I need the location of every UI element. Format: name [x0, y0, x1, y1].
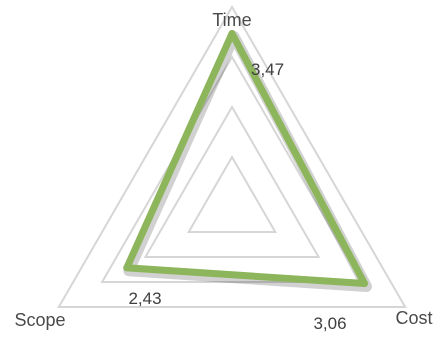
- series-1-line: [123, 30, 368, 287]
- data-point-time: [228, 30, 236, 37]
- radar-grid: [57, 4, 407, 308]
- axis-labels: Time Cost Scope: [14, 10, 432, 330]
- data-label-scope: 2,43: [128, 289, 161, 308]
- data-point-cost: [361, 280, 368, 287]
- data-label-cost: 3,06: [313, 314, 346, 333]
- data-labels: 3,47 3,06 2,43: [128, 60, 346, 333]
- series-layer: [123, 30, 372, 292]
- data-point-scope: [123, 264, 131, 272]
- grid-ring-2: [143, 104, 321, 258]
- axis-label-cost: Cost: [395, 308, 432, 328]
- series-1-shadow: [123, 31, 372, 292]
- axis-label-scope: Scope: [14, 310, 65, 330]
- grid-ring-4: [57, 4, 407, 308]
- grid-ring-3: [100, 54, 364, 283]
- axis-label-time: Time: [212, 10, 251, 30]
- grid-ring-1: [186, 154, 278, 233]
- data-label-time: 3,47: [251, 60, 284, 79]
